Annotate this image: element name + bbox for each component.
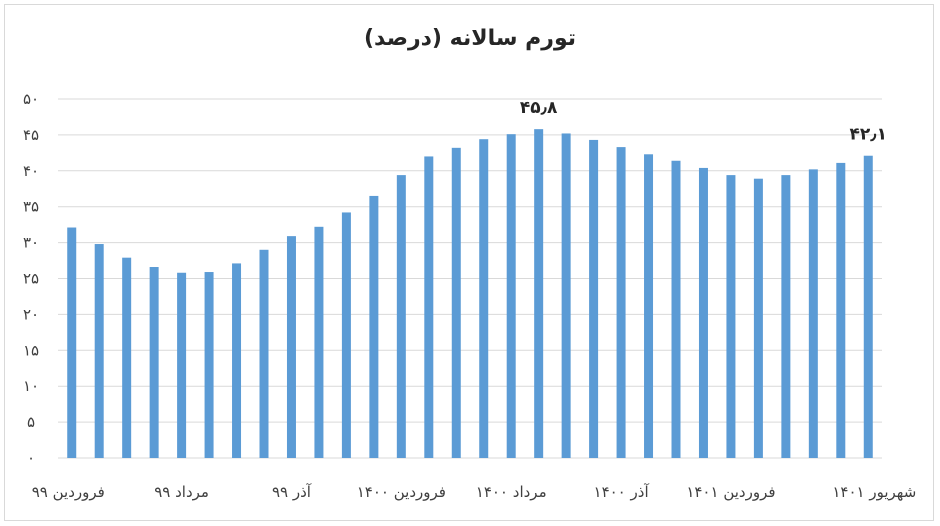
bar [177, 272, 187, 458]
bar [753, 178, 763, 458]
bar [232, 263, 242, 458]
bar [671, 160, 681, 459]
y-tick-label: ۲۵ [23, 270, 39, 288]
bar [369, 195, 379, 458]
y-tick-label: ۴۵ [23, 126, 39, 144]
x-tick-label: آذر ۹۹ [272, 483, 312, 501]
y-tick-label: ۳۰ [23, 234, 39, 252]
x-tick-label: فروردین ۱۴۰۰ [357, 483, 446, 501]
bar [561, 133, 571, 459]
bar [259, 249, 269, 458]
bar [94, 244, 104, 458]
x-tick-label: فروردین ۹۹ [32, 483, 105, 501]
bar [616, 147, 626, 458]
x-tick-label: شهریور ۱۴۰۱ [832, 483, 916, 501]
bar [534, 129, 544, 458]
bar [589, 139, 599, 458]
y-tick-label: ۱۰ [23, 377, 39, 395]
y-tick-label: ۰ [27, 449, 35, 467]
bar [314, 226, 324, 458]
bar [836, 162, 846, 459]
y-tick-label: ۴۰ [23, 162, 39, 180]
bar [698, 167, 708, 459]
bar [286, 236, 296, 458]
y-tick-label: ۲۰ [23, 305, 39, 323]
data-label: ۴۲٫۱ [850, 125, 887, 145]
chart-frame [4, 4, 934, 521]
bar [781, 175, 791, 458]
x-tick-label: فروردین ۱۴۰۱ [686, 483, 775, 501]
y-tick-label: ۳۵ [23, 198, 39, 216]
bar [451, 147, 461, 458]
bar [396, 175, 406, 458]
x-tick-label: مرداد ۱۴۰۰ [476, 483, 547, 501]
bar [644, 154, 654, 458]
chart-title: تورم سالانه (درصد) [363, 26, 577, 51]
bar [341, 212, 351, 458]
bar [149, 267, 159, 458]
x-tick-label: مرداد ۹۹ [154, 483, 209, 501]
bar [506, 134, 516, 458]
bar [479, 139, 489, 458]
data-label: ۴۵٫۸ [520, 98, 558, 118]
x-tick-label: آذر ۱۴۰۰ [594, 483, 650, 501]
bar [204, 272, 214, 458]
y-tick-label: ۵ [27, 413, 35, 431]
bar [67, 227, 77, 458]
y-tick-label: ۵۰ [23, 90, 39, 108]
bar [424, 156, 434, 458]
bar [726, 175, 736, 458]
bar [863, 155, 873, 459]
bar [808, 169, 818, 458]
bar [122, 257, 132, 458]
y-tick-label: ۱۵ [23, 341, 39, 359]
